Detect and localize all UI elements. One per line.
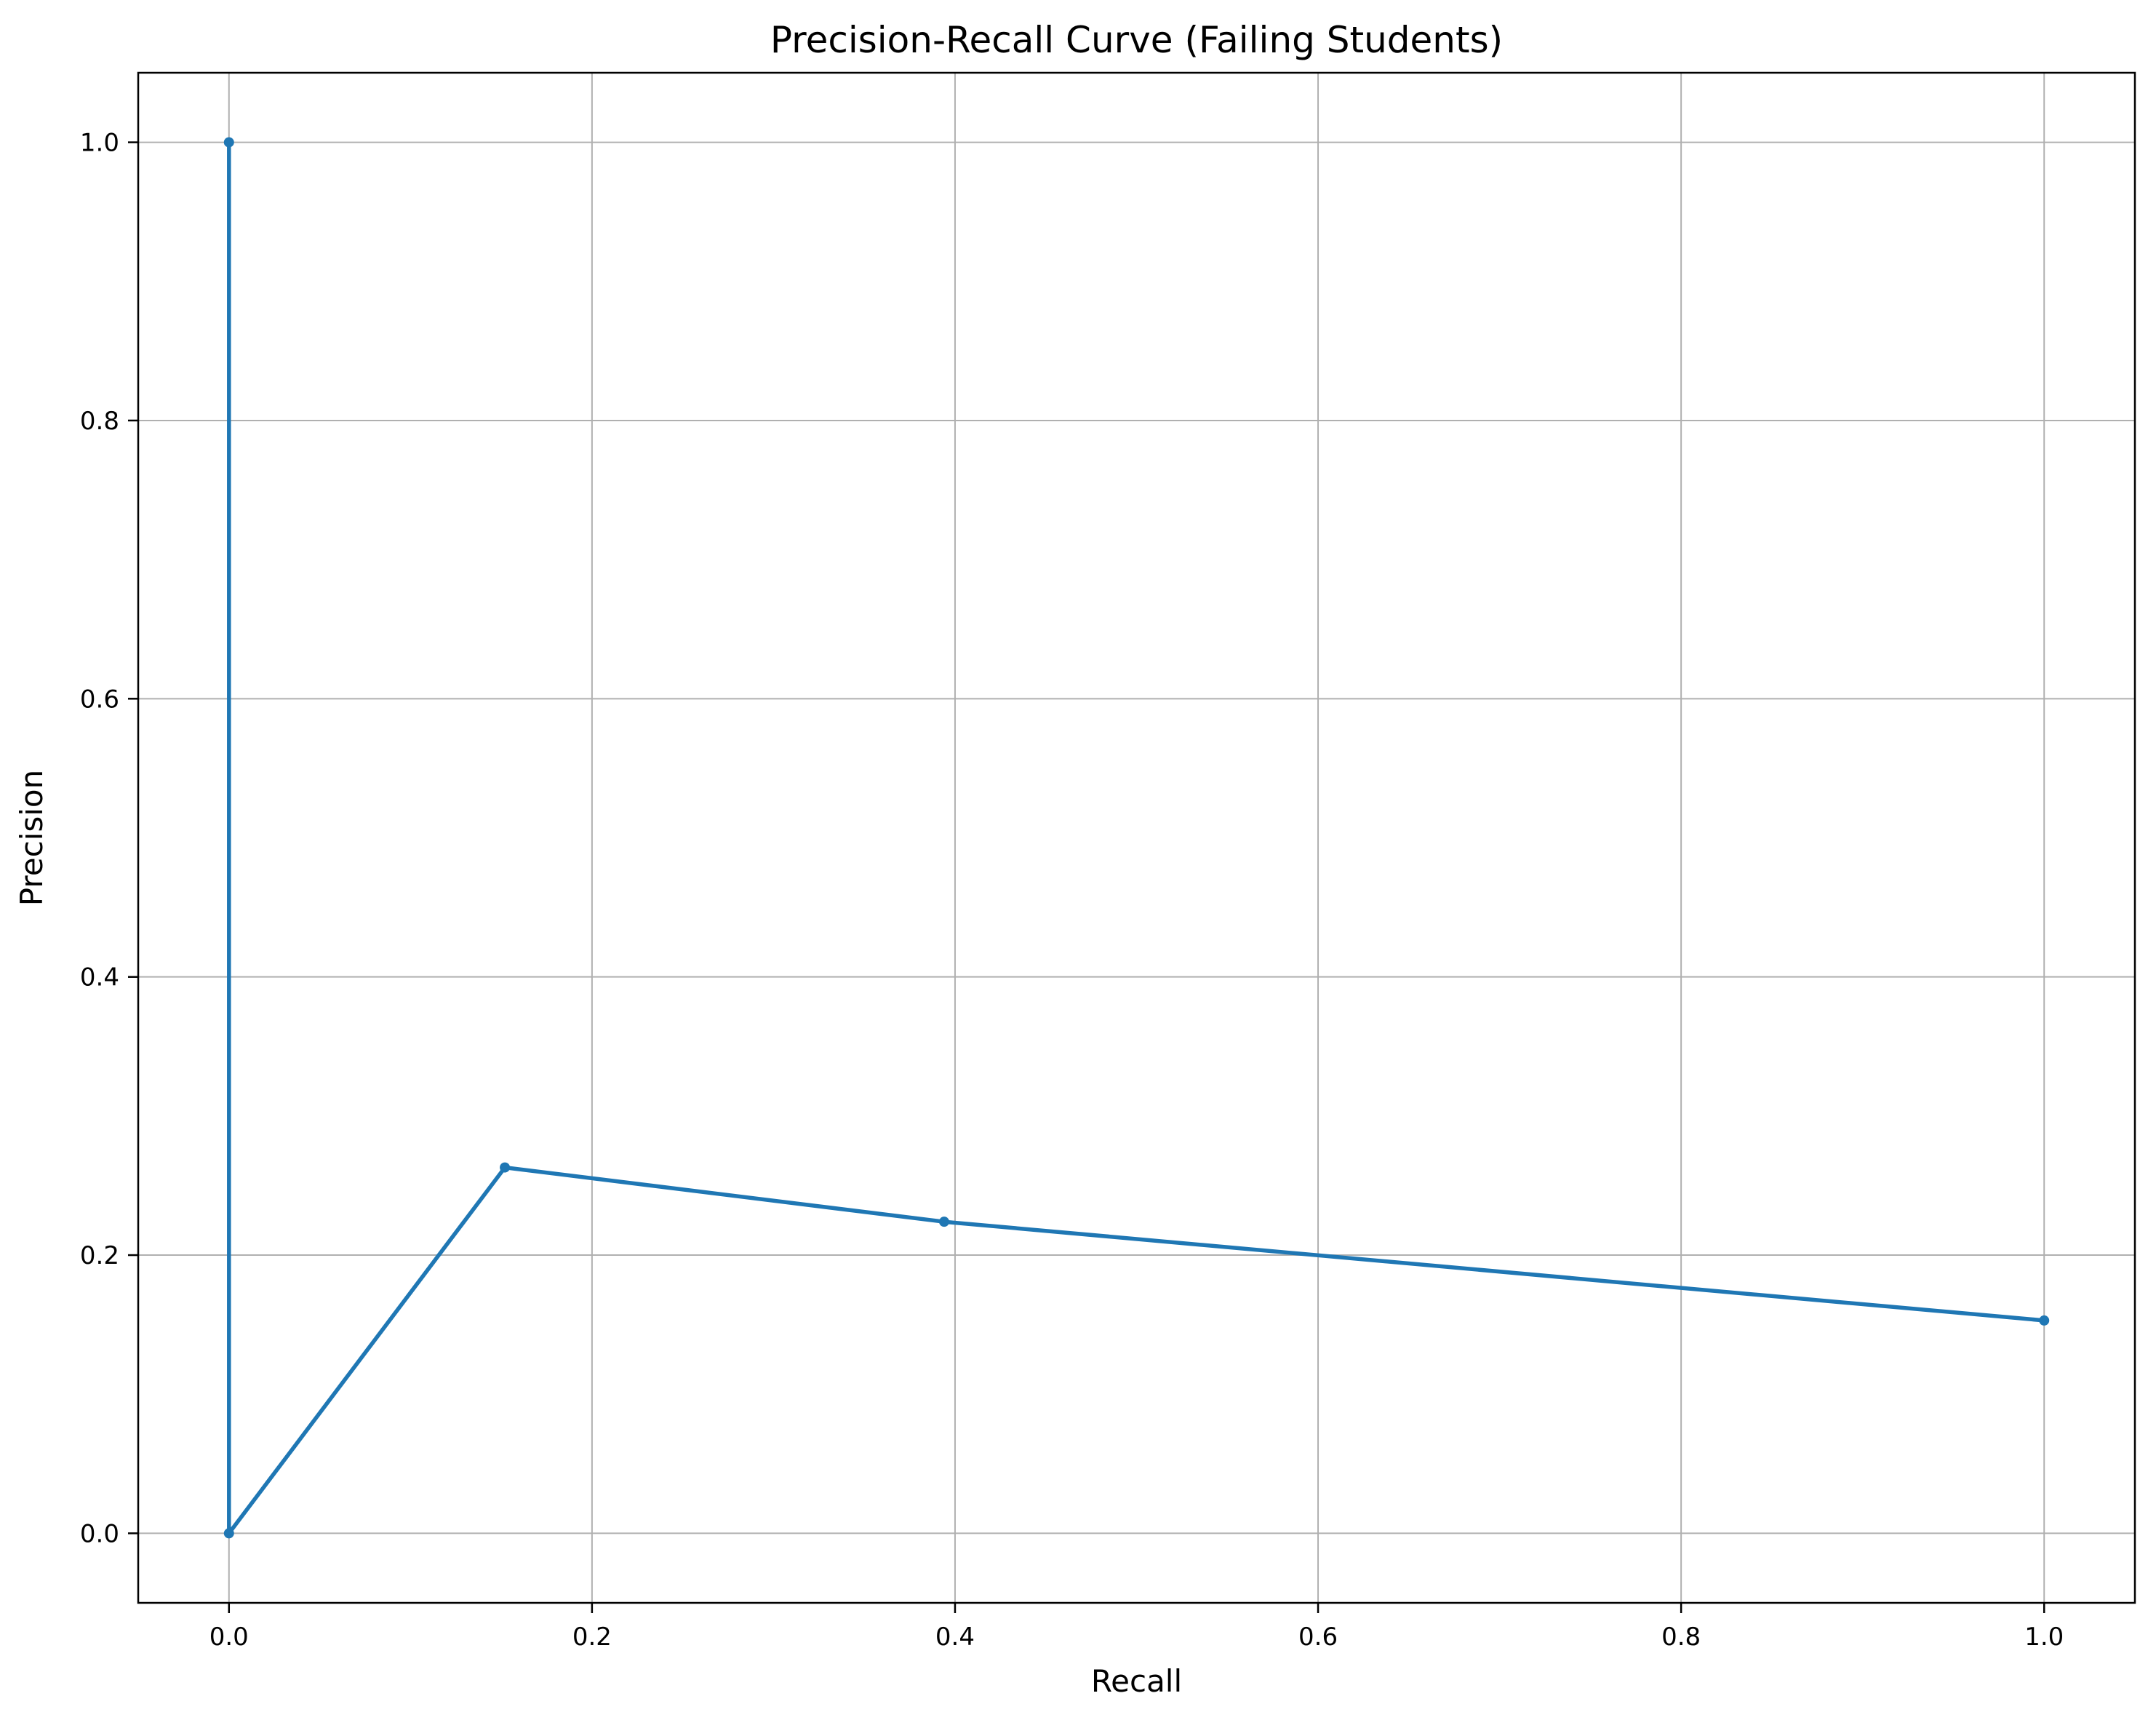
x-axis-label: Recall: [1091, 1663, 1182, 1699]
pr-curve-point: [223, 137, 234, 148]
x-tick-label: 0.2: [572, 1623, 612, 1652]
pr-curve-point: [938, 1217, 949, 1227]
pr-curve-point: [223, 1528, 234, 1539]
x-tick-label: 0.0: [209, 1623, 249, 1652]
y-tick-label: 0.8: [80, 407, 119, 436]
y-tick-label: 0.6: [80, 685, 119, 714]
plot-frame: [137, 71, 2136, 1604]
pr-curve-point: [2039, 1315, 2050, 1326]
x-tick-label: 0.4: [935, 1623, 975, 1652]
y-tick-label: 0.4: [80, 963, 119, 992]
grid: [138, 73, 2135, 1603]
x-tick-label: 0.6: [1298, 1623, 1338, 1652]
pr-curve-point: [500, 1162, 511, 1173]
chart-title: Precision-Recall Curve (Failing Students…: [770, 19, 1503, 61]
series-layer: [223, 137, 2050, 1539]
y-tick-label: 1.0: [80, 129, 119, 158]
y-tick-label: 0.0: [80, 1519, 119, 1548]
y-tick-label: 0.2: [80, 1241, 119, 1270]
x-tick-label: 0.8: [1661, 1623, 1701, 1652]
y-axis-label: Precision: [14, 770, 49, 906]
x-tick-label: 1.0: [2024, 1623, 2064, 1652]
ticks: 0.0 0.2 0.4 0.6 0.8 1.0 0.0 0.2 0.4 0.6 0.8 1.0: [80, 129, 2064, 1652]
